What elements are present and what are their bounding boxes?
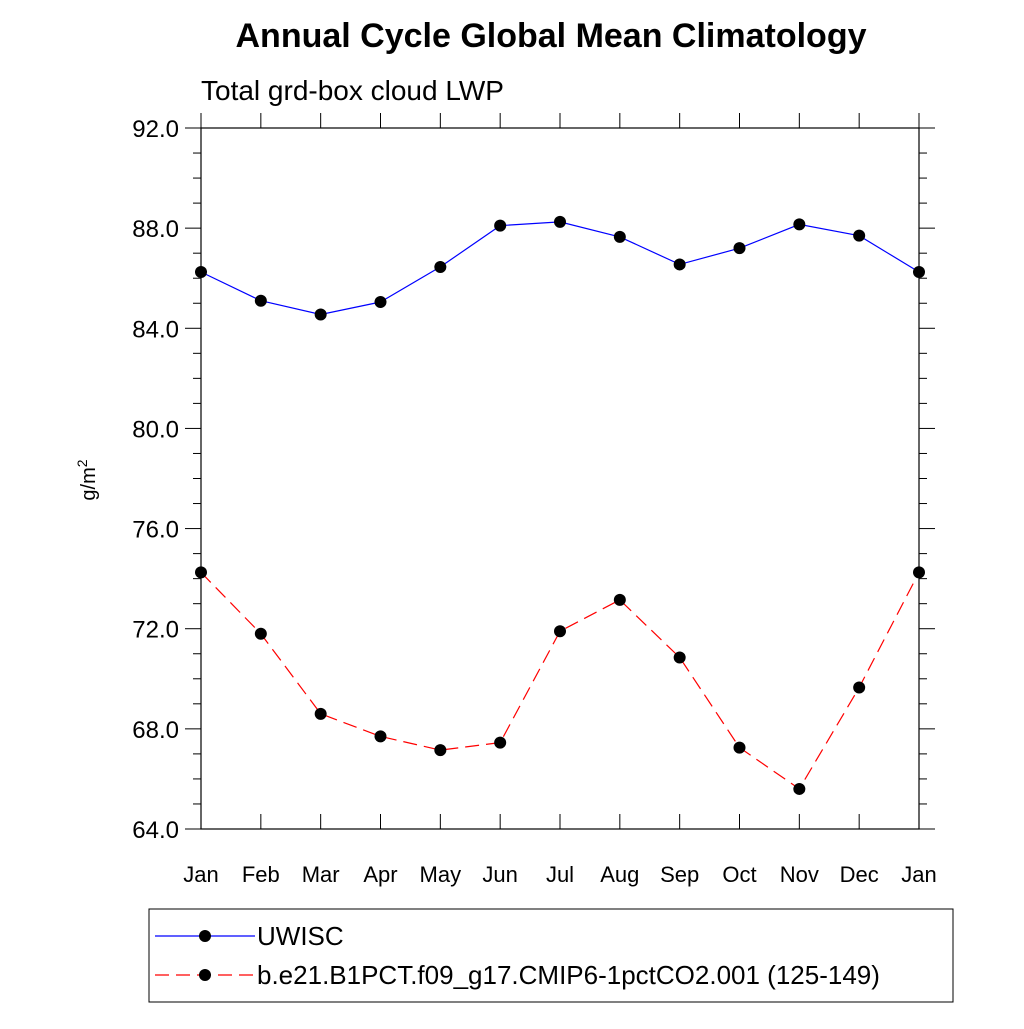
series-2-point	[374, 730, 387, 743]
chart-title: Annual Cycle Global Mean Climatology	[236, 17, 867, 55]
y-tick-label: 72.0	[132, 617, 179, 644]
y-tick-label: 80.0	[132, 416, 179, 443]
y-axis-label: g/m2	[74, 459, 100, 500]
y-tick-label: 68.0	[132, 717, 179, 744]
y-tick-label: 76.0	[132, 517, 179, 544]
y-tick-label: 64.0	[132, 817, 179, 844]
series-1-point	[733, 242, 746, 255]
series-1-point	[494, 219, 507, 232]
series-2-point	[733, 741, 746, 754]
y-tick-label: 88.0	[132, 216, 179, 243]
series-2-point	[673, 651, 686, 664]
series-2-point	[314, 707, 327, 720]
series-1-point	[793, 218, 806, 231]
x-tick-label: Jun	[482, 862, 517, 887]
series-1-point	[554, 215, 566, 228]
series-1-point	[195, 265, 207, 278]
series-2-point	[913, 566, 925, 579]
series-2-point	[793, 782, 806, 795]
y-tick-label: 92.0	[132, 116, 179, 143]
series-2-point	[613, 593, 626, 606]
x-tick-label: Mar	[302, 862, 340, 887]
series-1-point	[434, 260, 447, 273]
x-tick-label: Aug	[600, 862, 639, 887]
legend-marker-2	[199, 969, 211, 981]
series-1-point	[913, 265, 925, 278]
series-1-point	[254, 294, 267, 307]
chart-subtitle: Total grd-box cloud LWP	[201, 75, 504, 106]
series-2-point	[494, 736, 507, 749]
y-tick-label: 84.0	[132, 316, 179, 343]
x-tick-label: Sep	[660, 862, 699, 887]
legend-box	[148, 908, 954, 1003]
axes-group: 64.0 68.0 72.0 76.0 80.0 84.0 88.0 92.0 Jan Feb Ma…	[74, 113, 937, 887]
series-1-point	[374, 295, 387, 308]
series-line-1	[200, 221, 920, 316]
x-tick-label: Apr	[363, 862, 397, 887]
legend: UWISC b.e21.B1PCT.f09_g17.CMIP6-1pctCO2.0…	[148, 908, 954, 1003]
series-2-point	[434, 744, 447, 757]
series-2-point	[254, 627, 267, 640]
x-tick-label: Jan	[901, 862, 936, 887]
x-tick-label: Feb	[242, 862, 280, 887]
legend-label-1: UWISC	[257, 921, 344, 951]
series-2-point	[853, 681, 866, 694]
y-axis-label-superscript: 2	[74, 459, 90, 467]
series-2-point	[195, 566, 207, 579]
series-1-point	[613, 230, 626, 243]
x-tick-label: Jan	[183, 862, 218, 887]
x-tick-label: Nov	[780, 862, 819, 887]
legend-label-2: b.e21.B1PCT.f09_g17.CMIP6-1pctCO2.001 (1…	[257, 960, 880, 990]
series-group	[195, 215, 925, 795]
x-tick-label: Oct	[722, 862, 756, 887]
plot-frame	[200, 127, 920, 830]
legend-marker-1	[199, 930, 211, 942]
x-tick-label: May	[420, 862, 462, 887]
series-line-2	[200, 571, 920, 790]
x-tick-label: Jul	[546, 862, 574, 887]
series-1-point	[673, 258, 686, 271]
x-tick-label: Dec	[840, 862, 879, 887]
series-2-point	[554, 625, 566, 638]
series-1-point	[314, 308, 327, 321]
y-axis-label-text: g/m	[78, 467, 100, 500]
series-1-point	[853, 229, 866, 242]
